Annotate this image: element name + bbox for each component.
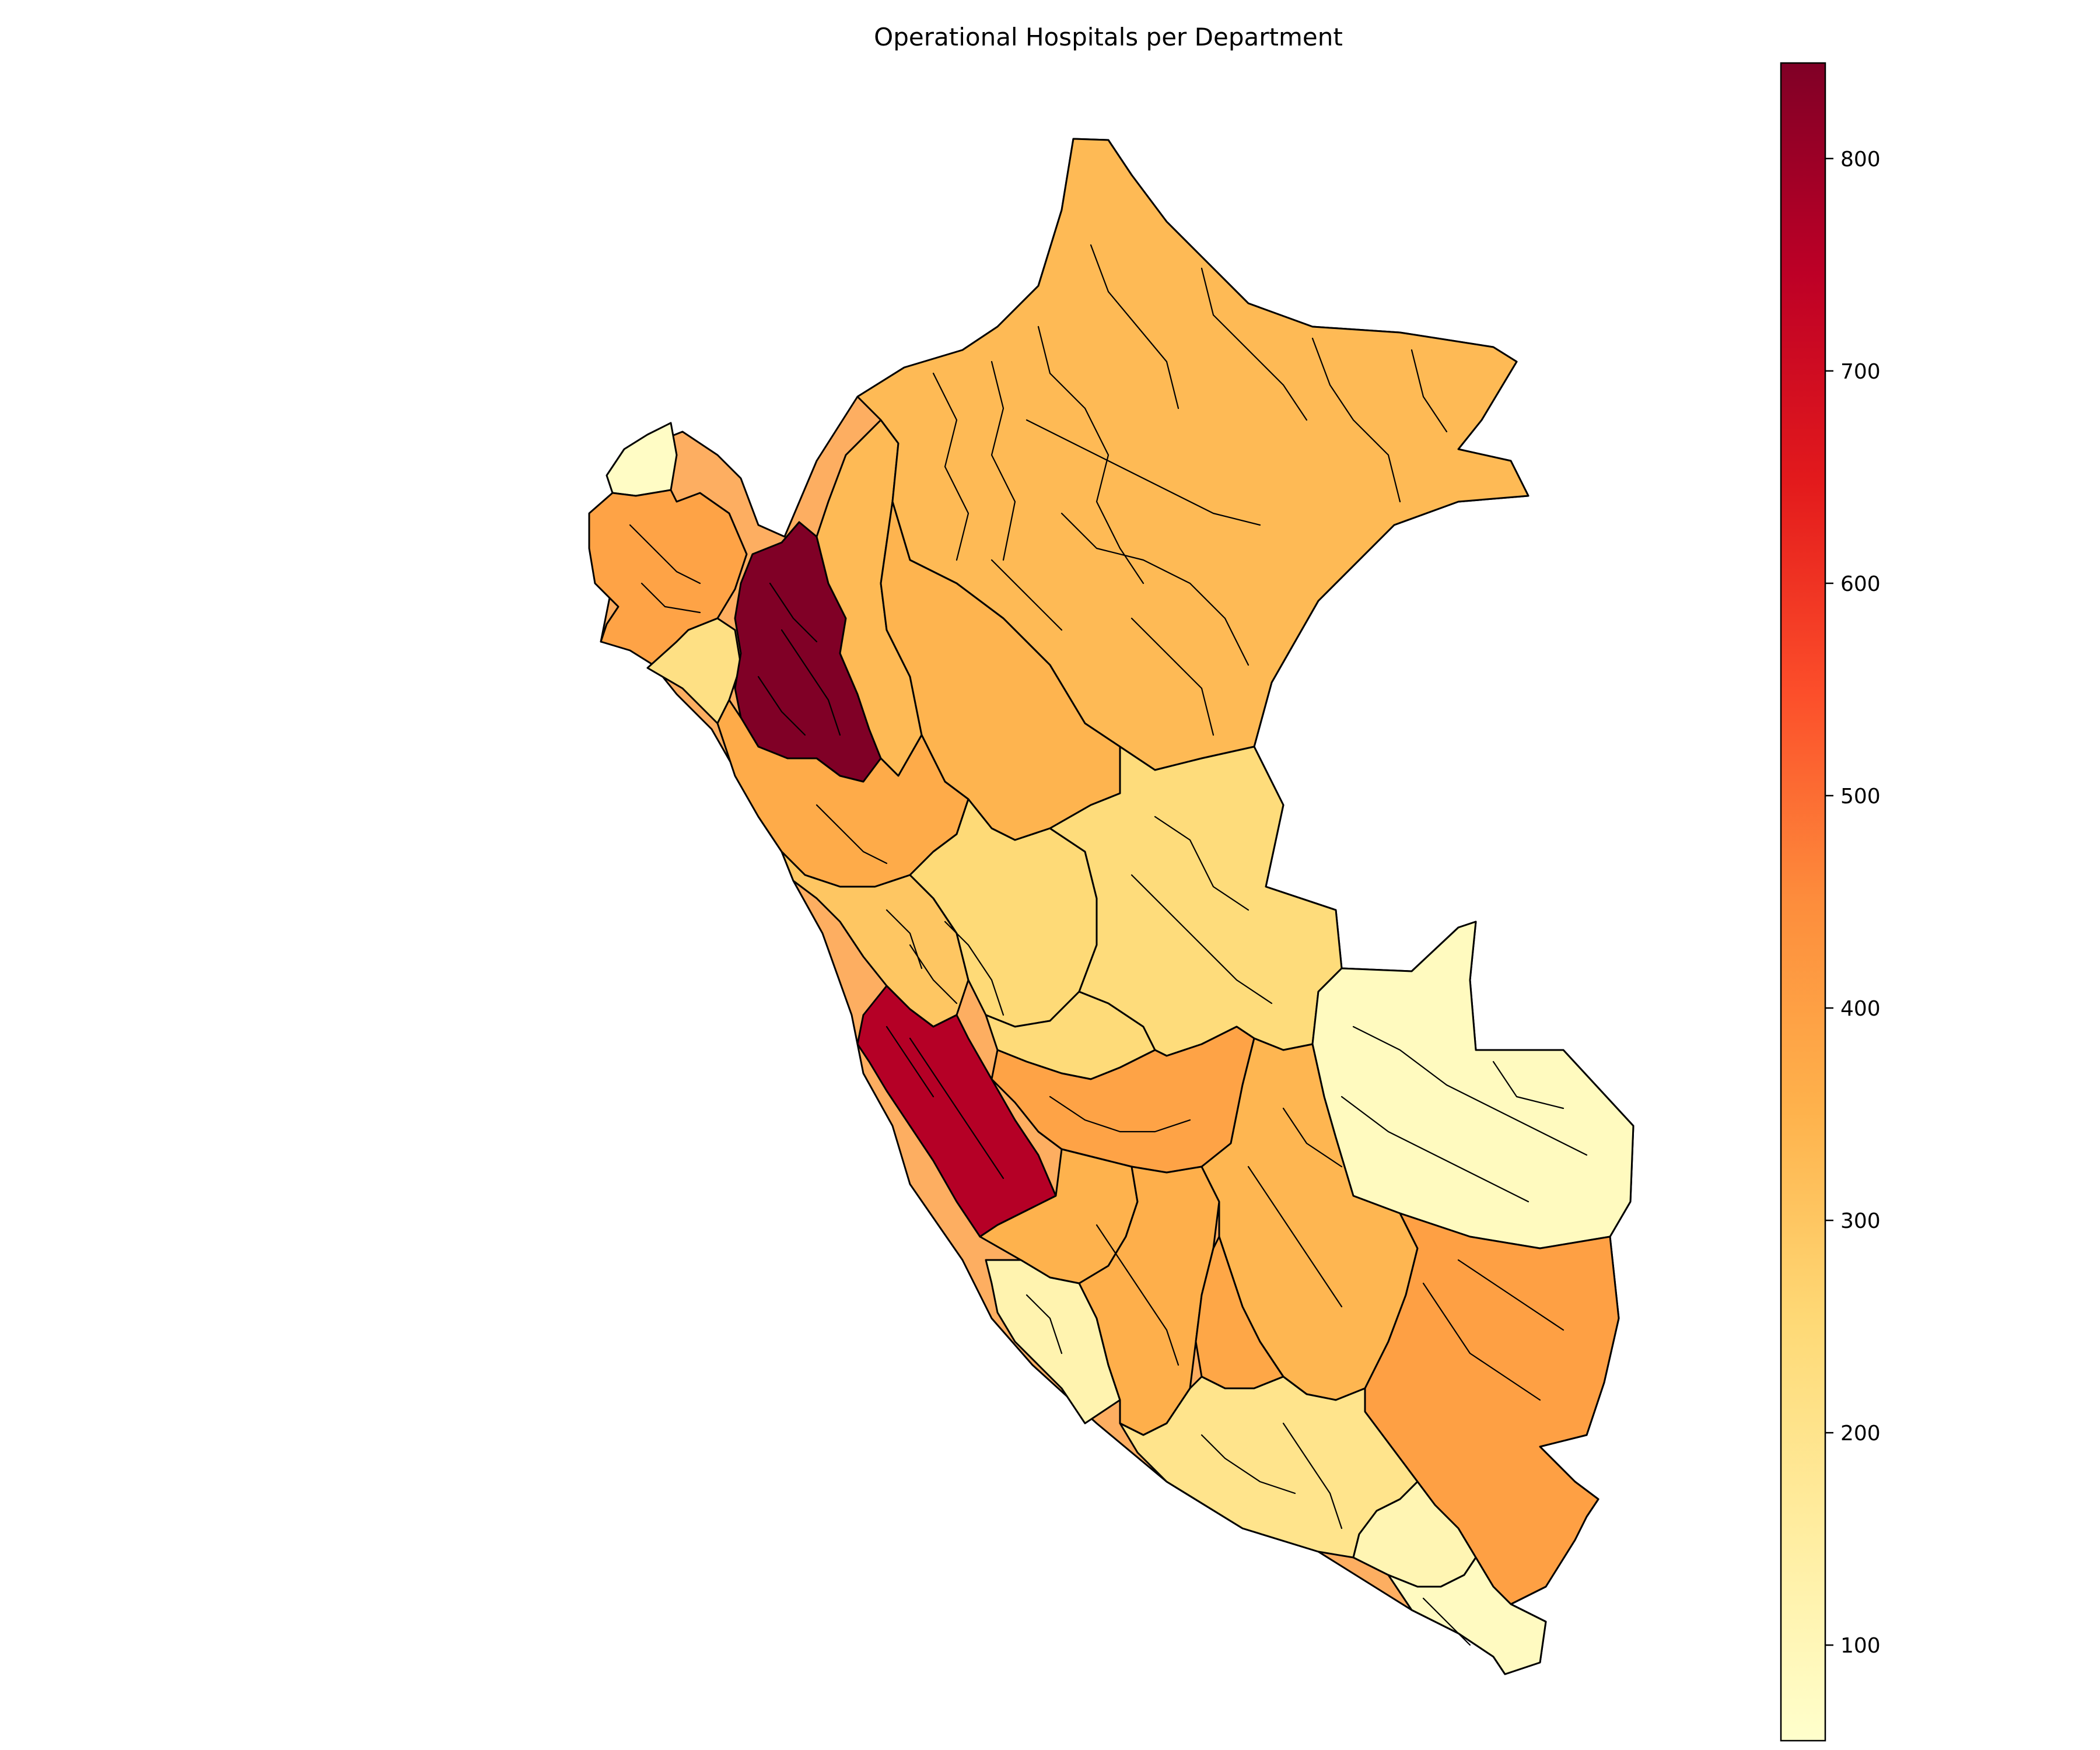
colorbar-tick-label-500: 500 xyxy=(1840,785,1881,808)
colorbar-gradient xyxy=(1780,62,1826,1742)
colorbar-tick-label-600: 600 xyxy=(1840,572,1881,596)
district-boundaries xyxy=(629,244,1588,1646)
colorbar-tick-label-800: 800 xyxy=(1840,148,1881,172)
colorbar-tick-label-300: 300 xyxy=(1840,1209,1881,1233)
map-title: Operational Hospitals per Department xyxy=(874,23,1343,51)
colorbar: 100 200 300 400 500 600 700 800 xyxy=(1780,62,1881,1742)
region-tacna xyxy=(1387,1556,1547,1675)
region-ica xyxy=(985,1259,1121,1424)
colorbar-tick-label-100: 100 xyxy=(1840,1634,1881,1658)
colorbar-ticks: 100 200 300 400 500 600 700 800 xyxy=(1825,148,1881,1658)
colorbar-tick-label-700: 700 xyxy=(1840,360,1881,384)
region-arequipa xyxy=(1119,1376,1419,1559)
colorbar-tick-label-200: 200 xyxy=(1840,1422,1881,1446)
colorbar-tick-label-400: 400 xyxy=(1840,997,1881,1021)
map-layer xyxy=(588,138,1634,1675)
